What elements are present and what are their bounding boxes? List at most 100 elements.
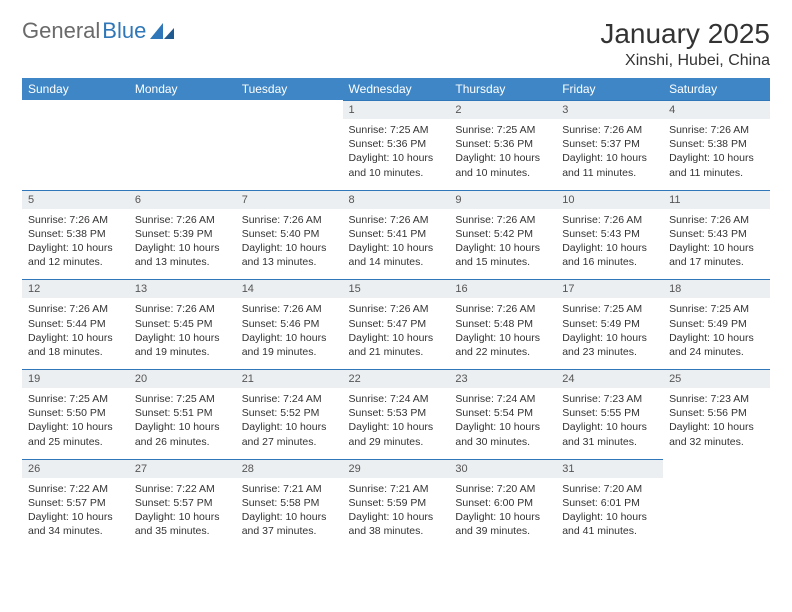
sunrise-line: Sunrise: 7:26 AM (135, 213, 230, 227)
day-number: 14 (236, 279, 343, 298)
day-cell-5: 5Sunrise: 7:26 AMSunset: 5:38 PMDaylight… (22, 190, 129, 280)
day-cell-17: 17Sunrise: 7:25 AMSunset: 5:49 PMDayligh… (556, 279, 663, 369)
day-cell-empty: . (236, 100, 343, 190)
day-header-saturday: Saturday (663, 78, 770, 100)
daylight-line-2: and 13 minutes. (135, 255, 230, 269)
daylight-line-1: Daylight: 10 hours (455, 331, 550, 345)
page-title: January 2025 (600, 18, 770, 50)
sunrise-line: Sunrise: 7:26 AM (28, 302, 123, 316)
daylight-line-1: Daylight: 10 hours (455, 420, 550, 434)
daylight-line-1: Daylight: 10 hours (455, 151, 550, 165)
day-cell-27: 27Sunrise: 7:22 AMSunset: 5:57 PMDayligh… (129, 459, 236, 549)
sunset-line: Sunset: 5:36 PM (455, 137, 550, 151)
daylight-line-2: and 15 minutes. (455, 255, 550, 269)
daylight-line-1: Daylight: 10 hours (669, 151, 764, 165)
day-number: 31 (556, 459, 663, 478)
sunset-line: Sunset: 5:41 PM (349, 227, 444, 241)
daylight-line-1: Daylight: 10 hours (349, 331, 444, 345)
daylight-line-2: and 34 minutes. (28, 524, 123, 538)
day-header-sunday: Sunday (22, 78, 129, 100)
daylight-line-1: Daylight: 10 hours (669, 241, 764, 255)
sunset-line: Sunset: 5:58 PM (242, 496, 337, 510)
day-body: Sunrise: 7:26 AMSunset: 5:46 PMDaylight:… (236, 298, 343, 369)
day-cell-empty: . (129, 100, 236, 190)
day-body: Sunrise: 7:26 AMSunset: 5:41 PMDaylight:… (343, 209, 450, 280)
daylight-line-1: Daylight: 10 hours (242, 241, 337, 255)
week-row: 19Sunrise: 7:25 AMSunset: 5:50 PMDayligh… (22, 369, 770, 459)
daylight-line-2: and 37 minutes. (242, 524, 337, 538)
day-cell-24: 24Sunrise: 7:23 AMSunset: 5:55 PMDayligh… (556, 369, 663, 459)
daylight-line-2: and 35 minutes. (135, 524, 230, 538)
day-cell-21: 21Sunrise: 7:24 AMSunset: 5:52 PMDayligh… (236, 369, 343, 459)
sunset-line: Sunset: 5:40 PM (242, 227, 337, 241)
daylight-line-2: and 21 minutes. (349, 345, 444, 359)
logo-sail-icon (150, 21, 176, 41)
day-number: 26 (22, 459, 129, 478)
day-number: 24 (556, 369, 663, 388)
day-cell-3: 3Sunrise: 7:26 AMSunset: 5:37 PMDaylight… (556, 100, 663, 190)
sunrise-line: Sunrise: 7:22 AM (28, 482, 123, 496)
daylight-line-2: and 25 minutes. (28, 435, 123, 449)
day-body: Sunrise: 7:25 AMSunset: 5:36 PMDaylight:… (343, 119, 450, 190)
day-header-friday: Friday (556, 78, 663, 100)
daylight-line-1: Daylight: 10 hours (669, 420, 764, 434)
day-body: Sunrise: 7:26 AMSunset: 5:43 PMDaylight:… (556, 209, 663, 280)
day-cell-25: 25Sunrise: 7:23 AMSunset: 5:56 PMDayligh… (663, 369, 770, 459)
day-body: Sunrise: 7:26 AMSunset: 5:47 PMDaylight:… (343, 298, 450, 369)
day-body: Sunrise: 7:26 AMSunset: 5:38 PMDaylight:… (22, 209, 129, 280)
daylight-line-2: and 11 minutes. (669, 166, 764, 180)
sunrise-line: Sunrise: 7:24 AM (349, 392, 444, 406)
day-body: Sunrise: 7:26 AMSunset: 5:48 PMDaylight:… (449, 298, 556, 369)
day-cell-23: 23Sunrise: 7:24 AMSunset: 5:54 PMDayligh… (449, 369, 556, 459)
daylight-line-1: Daylight: 10 hours (28, 510, 123, 524)
day-number: 11 (663, 190, 770, 209)
day-number: 20 (129, 369, 236, 388)
daylight-line-2: and 39 minutes. (455, 524, 550, 538)
daylight-line-1: Daylight: 10 hours (455, 241, 550, 255)
day-cell-15: 15Sunrise: 7:26 AMSunset: 5:47 PMDayligh… (343, 279, 450, 369)
day-body: Sunrise: 7:26 AMSunset: 5:44 PMDaylight:… (22, 298, 129, 369)
day-cell-18: 18Sunrise: 7:25 AMSunset: 5:49 PMDayligh… (663, 279, 770, 369)
daylight-line-1: Daylight: 10 hours (562, 420, 657, 434)
day-cell-7: 7Sunrise: 7:26 AMSunset: 5:40 PMDaylight… (236, 190, 343, 280)
sunset-line: Sunset: 5:38 PM (28, 227, 123, 241)
daylight-line-2: and 18 minutes. (28, 345, 123, 359)
calendar-table: SundayMondayTuesdayWednesdayThursdayFrid… (22, 78, 770, 548)
daylight-line-2: and 16 minutes. (562, 255, 657, 269)
day-body: Sunrise: 7:26 AMSunset: 5:42 PMDaylight:… (449, 209, 556, 280)
day-header-row: SundayMondayTuesdayWednesdayThursdayFrid… (22, 78, 770, 100)
daylight-line-2: and 13 minutes. (242, 255, 337, 269)
sunset-line: Sunset: 5:45 PM (135, 317, 230, 331)
daylight-line-2: and 24 minutes. (669, 345, 764, 359)
day-body: Sunrise: 7:26 AMSunset: 5:45 PMDaylight:… (129, 298, 236, 369)
day-body: Sunrise: 7:21 AMSunset: 5:58 PMDaylight:… (236, 478, 343, 549)
day-cell-30: 30Sunrise: 7:20 AMSunset: 6:00 PMDayligh… (449, 459, 556, 549)
day-body: Sunrise: 7:23 AMSunset: 5:56 PMDaylight:… (663, 388, 770, 459)
day-cell-1: 1Sunrise: 7:25 AMSunset: 5:36 PMDaylight… (343, 100, 450, 190)
sunset-line: Sunset: 5:37 PM (562, 137, 657, 151)
day-number: 13 (129, 279, 236, 298)
sunrise-line: Sunrise: 7:23 AM (562, 392, 657, 406)
daylight-line-1: Daylight: 10 hours (562, 151, 657, 165)
day-cell-8: 8Sunrise: 7:26 AMSunset: 5:41 PMDaylight… (343, 190, 450, 280)
sunrise-line: Sunrise: 7:25 AM (669, 302, 764, 316)
day-number: 9 (449, 190, 556, 209)
day-body: Sunrise: 7:26 AMSunset: 5:43 PMDaylight:… (663, 209, 770, 280)
day-body: Sunrise: 7:26 AMSunset: 5:39 PMDaylight:… (129, 209, 236, 280)
sunrise-line: Sunrise: 7:26 AM (455, 302, 550, 316)
day-body: Sunrise: 7:22 AMSunset: 5:57 PMDaylight:… (22, 478, 129, 549)
day-cell-empty: . (22, 100, 129, 190)
sunrise-line: Sunrise: 7:22 AM (135, 482, 230, 496)
day-cell-31: 31Sunrise: 7:20 AMSunset: 6:01 PMDayligh… (556, 459, 663, 549)
day-cell-empty: . (663, 459, 770, 549)
day-cell-10: 10Sunrise: 7:26 AMSunset: 5:43 PMDayligh… (556, 190, 663, 280)
day-cell-14: 14Sunrise: 7:26 AMSunset: 5:46 PMDayligh… (236, 279, 343, 369)
day-body: Sunrise: 7:24 AMSunset: 5:53 PMDaylight:… (343, 388, 450, 459)
sunset-line: Sunset: 5:51 PM (135, 406, 230, 420)
sunrise-line: Sunrise: 7:26 AM (455, 213, 550, 227)
daylight-line-2: and 38 minutes. (349, 524, 444, 538)
sunset-line: Sunset: 5:44 PM (28, 317, 123, 331)
logo-text-b: Blue (102, 18, 146, 44)
sunset-line: Sunset: 6:00 PM (455, 496, 550, 510)
day-number: 8 (343, 190, 450, 209)
